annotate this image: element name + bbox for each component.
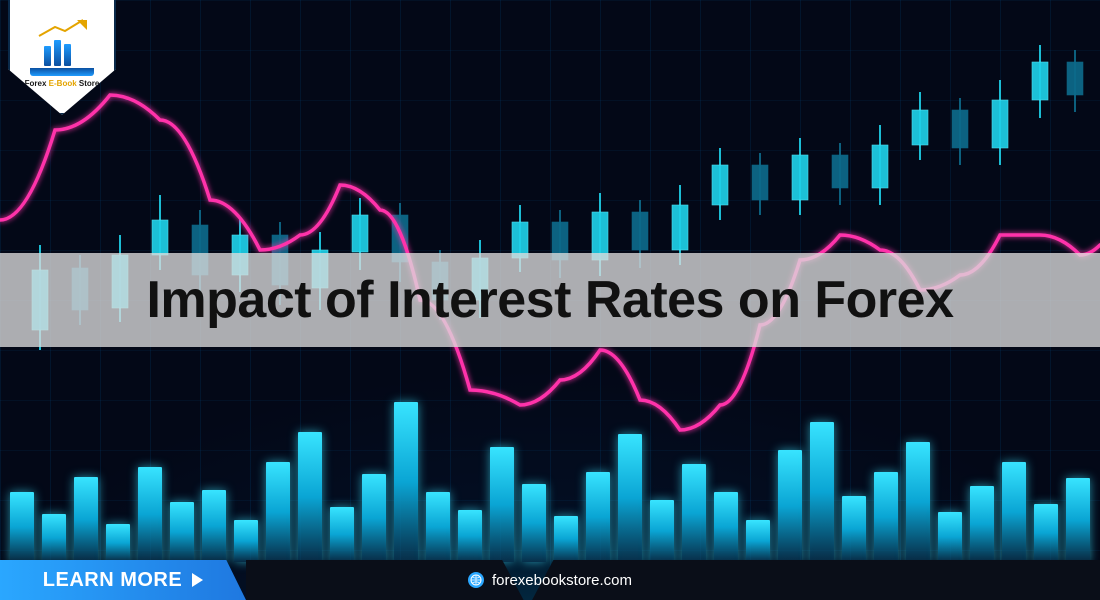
learn-more-button[interactable]: LEARN MORE (0, 560, 246, 600)
volume-bars (0, 392, 1100, 562)
headline-text: Impact of Interest Rates on Forex (146, 270, 953, 330)
bottom-ribbon: LEARN MORE (0, 560, 1100, 600)
logo-book-icon (30, 68, 94, 76)
logo-text: Forex E-Book Store (25, 79, 100, 88)
learn-more-label: LEARN MORE (43, 569, 182, 592)
play-icon (192, 573, 203, 587)
logo-bars-icon (35, 32, 89, 66)
headline-banner: Impact of Interest Rates on Forex (0, 253, 1100, 347)
